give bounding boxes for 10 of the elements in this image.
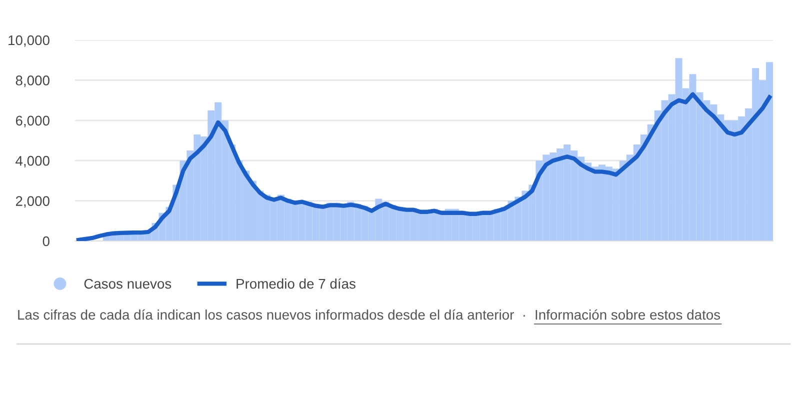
y-tick-label: 2,000 (16, 196, 50, 208)
legend-label: Promedio de 7 días (236, 278, 356, 289)
y-tick-label: 8,000 (16, 76, 50, 88)
y-tick-label: 10,000 (8, 35, 50, 47)
y-tick-label: 4,000 (16, 156, 50, 168)
legend-label: Casos nuevos (84, 278, 172, 289)
text: Información sobre estos datos (536, 309, 720, 320)
y-tick-label: 6,000 (16, 116, 50, 128)
y-tick-label: 0 (42, 236, 50, 246)
text: Las cifras de cada día indican los casos nuevos informados desde el día anterior · (18, 309, 525, 320)
